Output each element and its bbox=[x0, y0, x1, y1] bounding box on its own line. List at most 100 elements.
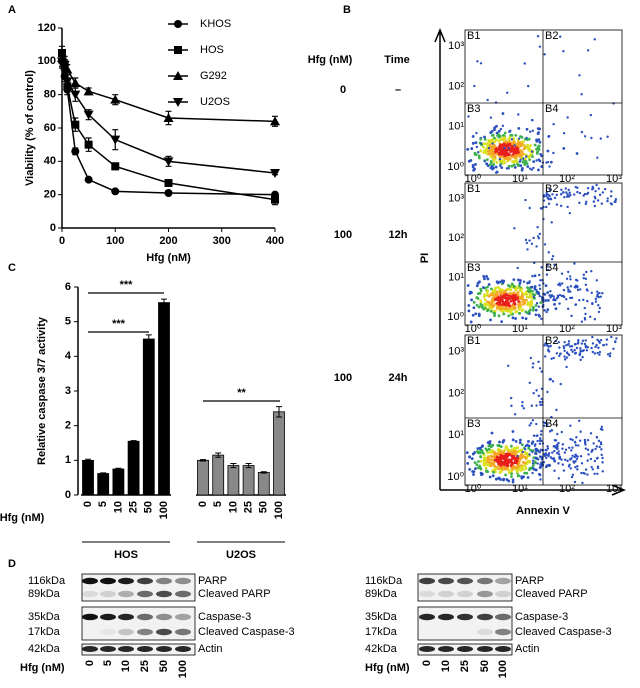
cell-dot bbox=[508, 157, 512, 161]
cell-dot bbox=[488, 475, 492, 479]
cell-dot bbox=[526, 144, 529, 148]
bar bbox=[82, 459, 94, 496]
lane-label: 5 bbox=[102, 660, 114, 666]
cell-dot bbox=[547, 251, 551, 254]
cell-dot bbox=[583, 135, 587, 138]
cell-dot bbox=[528, 239, 531, 242]
cell-dot bbox=[477, 305, 481, 309]
cell-dot bbox=[488, 163, 492, 167]
cell-dot bbox=[507, 448, 511, 452]
cell-dot bbox=[507, 309, 510, 313]
cell-dot bbox=[510, 146, 513, 150]
cell-dot bbox=[570, 314, 573, 318]
cell-dot bbox=[538, 455, 542, 458]
cell-dot bbox=[512, 298, 516, 302]
cell-dot bbox=[487, 146, 491, 150]
quadrant-label: B3 bbox=[467, 103, 480, 115]
cell-dot bbox=[495, 124, 498, 128]
cell-dot bbox=[475, 131, 478, 135]
cell-dot bbox=[528, 460, 532, 464]
cell-dot bbox=[511, 438, 515, 442]
cell-dot bbox=[563, 458, 567, 461]
cell-dot bbox=[472, 168, 476, 172]
blot-band bbox=[477, 628, 493, 636]
cell-dot bbox=[528, 206, 531, 210]
cell-dot bbox=[536, 439, 539, 443]
cell-dot bbox=[500, 295, 504, 299]
cell-dot bbox=[489, 116, 493, 119]
cell-dot bbox=[531, 274, 534, 278]
cell-dot bbox=[546, 423, 549, 426]
cell-dot bbox=[606, 135, 609, 138]
cell-dot bbox=[562, 50, 565, 53]
cell-dot bbox=[535, 245, 538, 248]
cell-dot bbox=[521, 160, 525, 164]
cell-dot bbox=[504, 293, 508, 297]
cell-dot bbox=[467, 115, 470, 118]
cell-dot bbox=[475, 284, 479, 288]
cell-dot bbox=[569, 285, 573, 288]
cell-dot bbox=[531, 450, 534, 454]
cell-dot bbox=[565, 191, 568, 194]
series-line bbox=[61, 52, 276, 201]
protein-label: Caspase-3 bbox=[515, 611, 568, 623]
cell-dot bbox=[539, 279, 542, 282]
cell-dot bbox=[487, 294, 491, 298]
cell-dot bbox=[517, 127, 521, 130]
cell-dot bbox=[553, 302, 556, 306]
cell-dot bbox=[510, 448, 514, 452]
cell-dot bbox=[566, 194, 570, 198]
cell-dot bbox=[501, 303, 505, 306]
cell-dot bbox=[482, 145, 485, 149]
cell-dot bbox=[544, 342, 547, 345]
cell-dot bbox=[469, 320, 473, 324]
cell-dot bbox=[510, 462, 514, 466]
blot-band bbox=[100, 613, 116, 621]
cell-dot bbox=[531, 419, 535, 422]
cell-dot bbox=[533, 444, 537, 447]
kda-label: 17kDa bbox=[28, 626, 61, 638]
cell-dot bbox=[510, 454, 514, 458]
blot-band bbox=[457, 613, 473, 621]
cell-dot bbox=[532, 166, 535, 170]
cell-dot bbox=[532, 434, 536, 437]
cell-dot bbox=[503, 157, 507, 160]
cell-dot bbox=[598, 353, 601, 356]
cell-dot bbox=[551, 457, 554, 460]
cell-dot bbox=[489, 318, 492, 322]
cell-dot bbox=[510, 149, 513, 153]
cell-dot bbox=[549, 344, 552, 348]
x-tick-label: 0 bbox=[82, 501, 94, 507]
cell-dot bbox=[567, 188, 570, 192]
cell-dot bbox=[579, 430, 582, 433]
cell-dot bbox=[531, 366, 535, 369]
cell-dot bbox=[535, 302, 539, 305]
cell-dot bbox=[580, 342, 584, 345]
cell-dot bbox=[558, 293, 562, 297]
cell-dot bbox=[524, 298, 528, 302]
lane-label: 0 bbox=[84, 660, 96, 666]
cell-dot bbox=[562, 147, 566, 150]
cell-dot bbox=[586, 187, 590, 190]
cell-dot bbox=[578, 74, 581, 77]
cell-dot bbox=[596, 351, 599, 355]
cell-dot bbox=[502, 451, 506, 454]
cell-dot bbox=[536, 132, 540, 136]
cell-dot bbox=[565, 365, 568, 369]
cell-dot bbox=[475, 303, 479, 307]
bar bbox=[142, 338, 155, 496]
blot-band bbox=[100, 590, 116, 598]
cell-dot bbox=[517, 307, 521, 311]
cell-dot bbox=[538, 473, 542, 477]
error-bar bbox=[260, 471, 267, 474]
cell-dot bbox=[615, 337, 618, 340]
cell-dot bbox=[593, 38, 596, 41]
cell-dot bbox=[542, 424, 546, 427]
cell-dot bbox=[528, 453, 531, 456]
cell-dot bbox=[524, 444, 528, 448]
pi-arrow bbox=[434, 28, 446, 490]
kda-label: 17kDa bbox=[365, 626, 398, 638]
cell-dot bbox=[512, 285, 516, 289]
cell-dot bbox=[585, 346, 588, 349]
cell-dot bbox=[511, 467, 515, 470]
